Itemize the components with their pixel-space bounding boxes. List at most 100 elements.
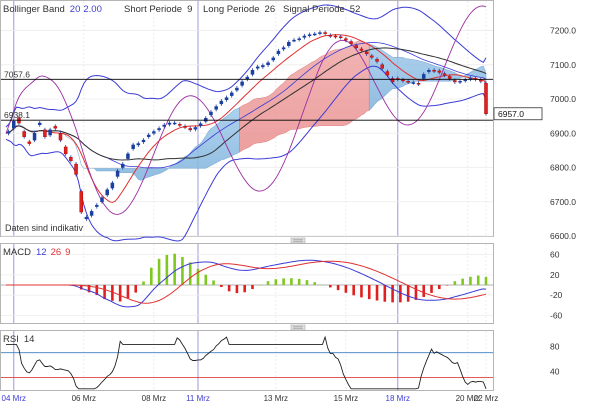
candle-body [235,87,239,91]
macd-histogram-bar [243,285,247,293]
macd-histogram-bar [165,254,169,285]
last-price-box [493,107,543,121]
candle-body [437,70,442,73]
macd-histogram-bar [134,285,138,293]
macd-label: MACD 12 26 9 [3,247,70,258]
candle-body [458,80,462,83]
candle-body [162,124,167,127]
macd-histogram-bar [453,281,457,285]
macd-histogram-bar [399,285,402,303]
candle-body [406,80,410,83]
candle-body [307,34,312,36]
y-tick-label: 6800.0 [550,163,576,173]
rsi-resize-handle[interactable] [290,324,306,331]
candle-body [229,92,234,96]
candle-body [110,182,115,189]
candle-body [6,131,11,134]
macd-histogram-bar [414,285,418,300]
candle-body [484,83,488,115]
candle-body [27,141,32,144]
x-tick-label: 08 Mrz [142,394,166,403]
candle-body [354,45,359,48]
candle-body [188,128,192,131]
y-tick-label: 7100.0 [550,60,576,70]
macd-histogram-bar [336,285,340,291]
macd-histogram-bar [196,268,200,285]
long-periode-label: Long Periode 26 [203,4,275,15]
macd-histogram-bar [430,285,433,293]
candle-body [100,197,104,203]
macd-histogram-bar [251,285,254,290]
reference-line-label: 6938.1 [4,110,30,120]
candle-body [261,65,265,68]
rsi-y-tick-label: 40 [550,366,560,376]
candle-body [74,163,78,175]
candle-body [152,131,156,134]
short-ma-line [5,34,487,203]
candle-body [416,83,421,85]
candle-body [411,82,416,84]
candle-body [157,128,161,131]
candle-body [250,70,255,75]
candle-body [105,189,109,196]
macd-histogram-bar [118,285,122,302]
last-price-label: 6957.0 [498,109,524,119]
macd-resize-handle[interactable] [290,237,306,244]
candle-body [115,170,120,177]
candle-body [401,79,405,82]
candle-body [63,146,68,155]
macd-histogram-bar [375,285,379,301]
reference-line-label: 7057.6 [4,69,30,79]
macd-y-tick-label: 20 [550,270,560,280]
candle-body [370,55,374,58]
rsi-panel-frame [0,330,494,391]
candle-body [292,39,296,42]
macd-y-tick-label: 60 [550,250,560,260]
candle-body [271,57,275,61]
indicative-note: Daten sind indikativ [5,223,84,233]
candle-body [224,97,229,100]
candle-body [427,70,431,72]
candle-body [121,163,125,168]
macd-histogram-bar [87,285,91,293]
candle-body [453,80,457,83]
macd-histogram-bar [266,281,270,285]
candle-body [385,71,390,76]
candle-body [447,76,452,79]
y-tick-label: 7000.0 [550,94,576,104]
candle-body [297,38,301,41]
candle-body [43,129,47,137]
x-tick-label: 13 Mrz [264,394,288,403]
x-tick-label: 18 Mrz [386,394,410,403]
candle-body [333,35,338,38]
candle-body [344,38,348,41]
x-tick-label: 11 Mrz [186,394,210,403]
candle-body [364,51,369,55]
bollinger-lower-line [5,65,487,242]
candle-body [193,127,198,130]
signal-periode-label: Signal Periode 52 [283,4,360,15]
candle-body [32,133,37,141]
macd-histogram-bar [437,285,441,290]
macd-histogram-bar [95,285,99,296]
long-ma-line [5,47,487,161]
macd-histogram-bar [258,284,262,286]
candle-body [136,143,141,146]
candle-body [349,41,353,44]
signal-line [5,5,487,215]
macd-y-tick-label: -20 [550,290,563,300]
candle-body [442,73,447,76]
macd-histogram-bar [461,278,464,285]
macd-histogram-bar [484,276,488,285]
macd-histogram-bar [313,282,317,285]
rsi-y-tick-label: 80 [550,341,560,351]
candle-body [432,70,436,72]
candle-body [95,204,99,207]
macd-histogram-bar [476,275,480,285]
candle-body [53,126,58,129]
candle-body [338,36,343,38]
macd-histogram-bar [305,280,309,285]
candle-body [131,144,135,149]
macd-histogram-bar [235,285,239,294]
